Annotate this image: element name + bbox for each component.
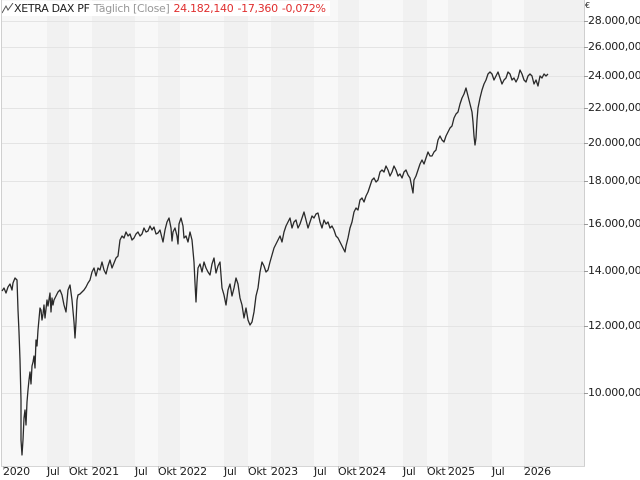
x-tick-label: Okt [248, 465, 267, 478]
x-tick-label: Jul [403, 465, 416, 478]
y-tick-label: 18.000,000 [588, 174, 640, 187]
x-tick-label: 2020 [3, 465, 30, 478]
y-tick-label: 14.000,000 [588, 264, 640, 277]
instrument-name: XETRA DAX PF [14, 2, 90, 15]
y-tick-label: 20.000,000 [588, 136, 640, 149]
x-tick-marks [3, 466, 525, 470]
y-tick-label: 16.000,000 [588, 217, 640, 230]
last-value: 24.182,140 [173, 2, 234, 15]
chart-mode: Täglich [Close] [93, 2, 170, 15]
x-tick-label: Jul [135, 465, 148, 478]
x-tick-label: Jul [492, 465, 505, 478]
x-tick-label: 2024 [359, 465, 386, 478]
x-tick-label: Jul [224, 465, 237, 478]
y-tick-label: 22.000,000 [588, 101, 640, 114]
y-tick-label: 24.000,000 [588, 69, 640, 82]
x-tick-label: 2023 [271, 465, 298, 478]
currency-symbol: € [585, 1, 591, 10]
x-tick-label: Okt [338, 465, 357, 478]
y-tick-marks [584, 21, 588, 394]
y-tick-label: 26.000,000 [588, 40, 640, 53]
line-chart-icon [1, 2, 14, 18]
change-absolute: -17,360 [237, 2, 278, 15]
y-tick-label: 12.000,000 [588, 319, 640, 332]
y-tick-label: 10.000,000 [588, 386, 640, 399]
x-tick-label: Jul [47, 465, 60, 478]
chart-legend: XETRA DAX PF Täglich [Close] 24.182,140 -17… [1, 1, 330, 18]
x-tick-label: 2022 [180, 465, 207, 478]
x-tick-label: Okt [427, 465, 446, 478]
price-line [1, 69, 549, 456]
y-tick-label: 28.000,000 [588, 14, 640, 27]
x-tick-label: 2021 [92, 465, 119, 478]
change-percent: -0,072% [281, 2, 326, 15]
x-tick-label: Jul [314, 465, 327, 478]
time-bands [47, 0, 584, 466]
x-tick-label: 2026 [524, 465, 551, 478]
x-tick-label: 2025 [448, 465, 475, 478]
x-tick-label: Okt [69, 465, 88, 478]
x-tick-label: Okt [158, 465, 177, 478]
